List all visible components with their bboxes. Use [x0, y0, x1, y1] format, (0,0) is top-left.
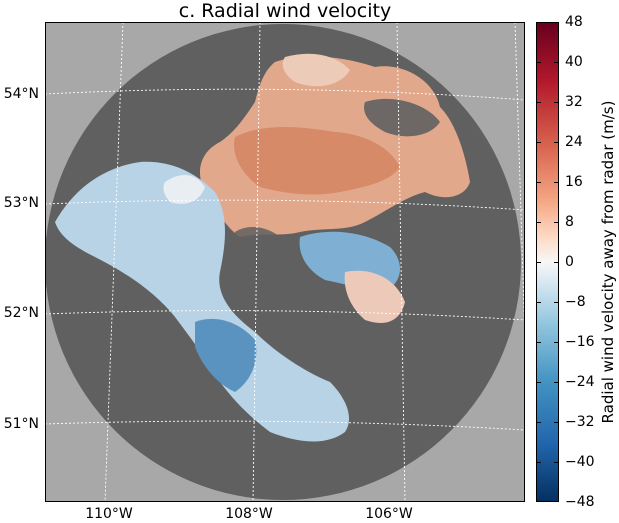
meridian-106W: [396, 22, 406, 502]
lat-label-51: 51°N: [3, 416, 39, 432]
parallel-54N: [45, 88, 525, 101]
colorbar-tick-mark: [554, 262, 559, 263]
lat-label-54: 54°N: [3, 86, 39, 102]
meridian-110W: [104, 22, 124, 502]
parallel-53N: [45, 199, 525, 211]
colorbar-tick-mark: [554, 142, 559, 143]
figure-title: c. Radial wind velocity: [178, 0, 392, 22]
velocity-gap-north: [364, 98, 440, 137]
colorbar-label: Radial wind velocity away from radar (m/…: [599, 100, 617, 424]
colorbar-tick-mark: [554, 462, 559, 463]
colorbar-tick-label: −8: [565, 294, 586, 310]
meridian-104W: [514, 22, 525, 357]
colorbar-tick-mark: [536, 422, 541, 423]
velocity-region-away-southeast: [344, 270, 405, 323]
colorbar-tick-mark: [554, 501, 559, 502]
colorbar-tick-mark: [536, 501, 541, 502]
parallel-52N: [45, 310, 525, 321]
graticule: [45, 22, 525, 502]
colorbar-tick-label: 32: [565, 94, 583, 110]
colorbar-tick-mark: [554, 342, 559, 343]
colorbar-tick-mark: [554, 62, 559, 63]
velocity-field: [55, 53, 475, 442]
colorbar-tick-mark: [536, 102, 541, 103]
colorbar-tick-mark: [536, 382, 541, 383]
velocity-gap-east: [411, 210, 475, 254]
lat-label-53: 53°N: [3, 195, 39, 211]
colorbar-tick-label: 24: [565, 134, 583, 150]
colorbar-tick-label: −48: [565, 494, 595, 510]
velocity-region-away-top: [282, 53, 350, 87]
colorbar-tick-label: −32: [565, 414, 595, 430]
meridian-108W: [252, 22, 261, 502]
colorbar-tick-label: 8: [565, 214, 574, 230]
colorbar-tick-mark: [536, 62, 541, 63]
parallel-51N: [45, 420, 525, 431]
colorbar-tick-mark: [554, 302, 559, 303]
velocity-region-toward-core: [195, 318, 257, 392]
lat-label-52: 52°N: [3, 305, 39, 321]
colorbar-tick-label: 0: [565, 254, 574, 270]
colorbar-tick-mark: [536, 222, 541, 223]
colorbar-tick-mark: [536, 142, 541, 143]
radar-map: [45, 22, 525, 502]
map-frame: [45, 22, 525, 502]
colorbar-tick-mark: [554, 382, 559, 383]
colorbar-tick-mark: [536, 182, 541, 183]
colorbar-tick-mark: [536, 302, 541, 303]
colorbar-tick-mark: [536, 342, 541, 343]
velocity-region-toward-west: [55, 161, 350, 442]
colorbar-tick-mark: [554, 222, 559, 223]
colorbar-tick-mark: [554, 102, 559, 103]
colorbar-tick-label: −40: [565, 454, 595, 470]
lon-label-110: 110°W: [85, 506, 133, 522]
colorbar-tick-mark: [554, 22, 559, 23]
colorbar-tick-mark: [554, 422, 559, 423]
colorbar-tick-mark: [536, 22, 541, 23]
colorbar-tick-label: 40: [565, 54, 583, 70]
colorbar-tick-label: −24: [565, 374, 595, 390]
velocity-gap-center: [232, 227, 294, 323]
colorbar-tick-mark: [536, 462, 541, 463]
colorbar-tick-mark: [554, 182, 559, 183]
colorbar-tick-mark: [536, 262, 541, 263]
colorbar-tick-label: 16: [565, 174, 583, 190]
colorbar-tick-label: 48: [565, 14, 583, 30]
colorbar-tick-label: −16: [565, 334, 595, 350]
lon-label-106: 106°W: [365, 506, 413, 522]
velocity-region-near-zero: [163, 175, 205, 204]
velocity-region-away-core: [234, 127, 400, 195]
lon-label-108: 108°W: [225, 506, 273, 522]
